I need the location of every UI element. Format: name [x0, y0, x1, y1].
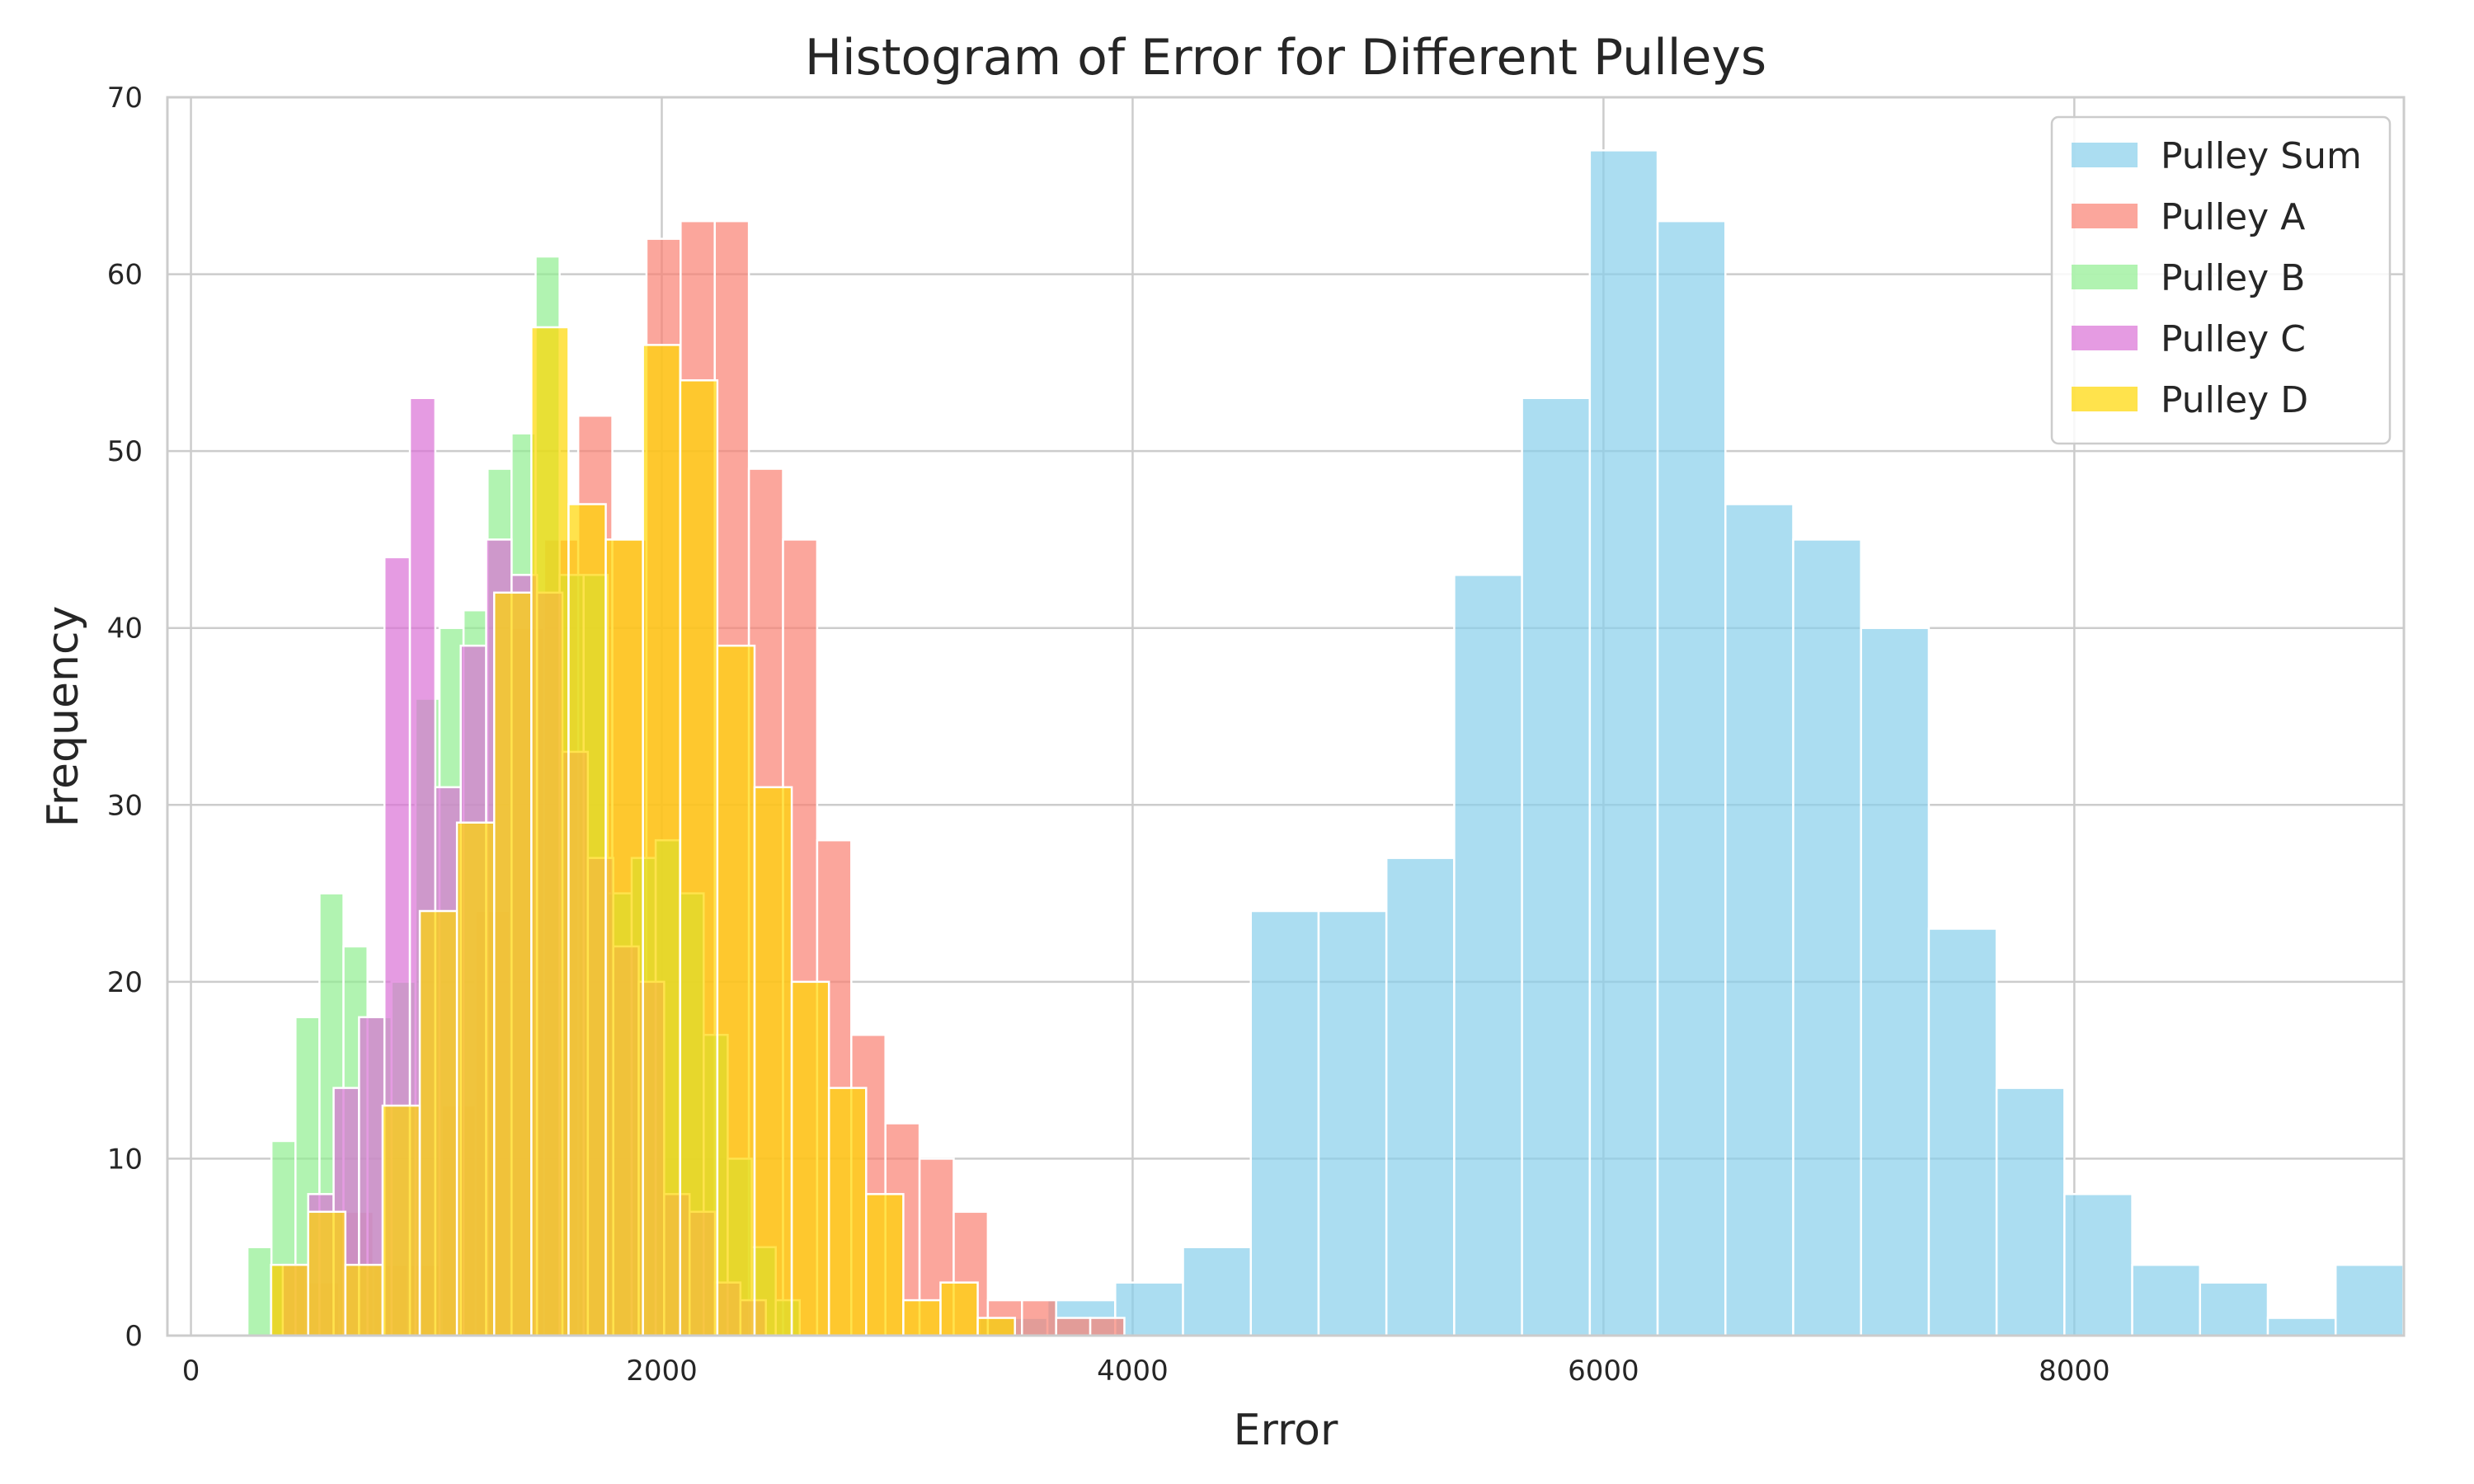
- legend-swatch-2: [2072, 265, 2138, 289]
- bar-series-4-bin-18: [939, 1281, 979, 1337]
- bar-series-1-bin-22: [1021, 1298, 1057, 1337]
- y-tick-label-7: 70: [107, 82, 143, 115]
- bar-series-0-bin-16: [2063, 1193, 2133, 1337]
- bar-series-0-bin-4: [1249, 909, 1320, 1337]
- bar-series-4-bin-5: [455, 821, 496, 1337]
- x-axis-label: Error: [1234, 1406, 1338, 1455]
- y-tick-label-2: 20: [107, 966, 143, 999]
- bar-series-4-bin-10: [642, 344, 682, 1337]
- legend-swatch-1: [2072, 204, 2138, 228]
- bar-series-0-bin-2: [1114, 1281, 1184, 1337]
- bar-series-1-bin-23: [1055, 1317, 1092, 1337]
- bar-series-0-bin-8: [1521, 397, 1592, 1337]
- bar-series-4-bin-4: [418, 909, 459, 1337]
- bar-series-0-bin-12: [1792, 538, 1862, 1337]
- bar-series-2-bin-0: [246, 1246, 273, 1337]
- y-tick-label-0: 0: [125, 1320, 143, 1353]
- legend-swatch-3: [2072, 326, 2138, 350]
- chart-title: Histogram of Error for Different Pulleys: [805, 29, 1766, 87]
- legend-label-0: Pulley Sum: [2161, 135, 2362, 177]
- bar-series-4-bin-2: [344, 1263, 384, 1337]
- bar-series-4-bin-12: [716, 644, 756, 1337]
- bar-series-0-bin-9: [1588, 149, 1659, 1337]
- x-tick-label-2: 4000: [1097, 1355, 1169, 1388]
- ticks-layer: 0 2000 4000 6000 8000 0 10 20 30 40 50 60 70: [107, 82, 2110, 1388]
- x-tick-label-1: 2000: [626, 1355, 698, 1388]
- bar-series-0-bin-11: [1724, 503, 1794, 1337]
- x-tick-label-3: 6000: [1568, 1355, 1639, 1388]
- bar-series-0-bin-10: [1656, 219, 1727, 1337]
- bar-series-0-bin-7: [1453, 574, 1523, 1337]
- bar-series-0-bin-3: [1182, 1246, 1252, 1337]
- y-tick-label-1: 10: [107, 1143, 143, 1176]
- bar-series-4-bin-0: [270, 1263, 309, 1337]
- bar-series-4-bin-6: [492, 591, 533, 1337]
- plot-frame: [166, 96, 2406, 1337]
- bar-series-4-bin-16: [865, 1193, 905, 1337]
- bar-series-0-bin-14: [1927, 928, 1998, 1337]
- y-tick-label-6: 60: [107, 259, 143, 292]
- legend-label-2: Pulley B: [2161, 257, 2305, 299]
- y-tick-label-3: 30: [107, 789, 143, 822]
- series-0: [978, 149, 2405, 1337]
- bar-series-4-bin-7: [530, 326, 570, 1337]
- bar-series-0-bin-15: [1995, 1087, 2066, 1337]
- legend-box: [2050, 115, 2392, 445]
- legend-swatch-0: [2072, 143, 2138, 167]
- x-tick-label-0: 0: [182, 1355, 200, 1388]
- bar-series-4-bin-19: [976, 1317, 1016, 1337]
- legend: Pulley Sum Pulley A Pulley B Pulley C Pulley…: [2050, 115, 2392, 445]
- bar-series-4-bin-14: [790, 980, 830, 1337]
- bar-series-4-bin-15: [827, 1087, 868, 1337]
- bar-series-4-bin-3: [381, 1104, 421, 1337]
- bar-series-0-bin-20: [2334, 1263, 2405, 1337]
- legend-label-3: Pulley C: [2161, 318, 2306, 360]
- bar-series-0-bin-17: [2131, 1263, 2202, 1337]
- y-axis-label: Frequency: [39, 606, 88, 828]
- bar-series-0-bin-13: [1860, 627, 1931, 1337]
- series-4: [270, 326, 1016, 1337]
- bar-series-4-bin-8: [567, 503, 607, 1337]
- bar-series-4-bin-17: [902, 1298, 942, 1337]
- bar-series-0-bin-5: [1317, 909, 1388, 1337]
- x-tick-label-4: 8000: [2039, 1355, 2110, 1388]
- bar-series-4-bin-9: [604, 538, 644, 1337]
- bar-series-4-bin-13: [753, 786, 793, 1337]
- bar-series-0-bin-18: [2199, 1281, 2269, 1337]
- y-tick-label-4: 40: [107, 613, 143, 646]
- bar-series-0-bin-19: [2266, 1317, 2337, 1337]
- bar-series-4-bin-11: [679, 379, 719, 1337]
- bar-series-0-bin-6: [1385, 857, 1456, 1337]
- bar-series-4-bin-1: [307, 1210, 347, 1337]
- legend-swatch-4: [2072, 387, 2138, 411]
- bar-series-1-bin-24: [1089, 1317, 1126, 1337]
- legend-label-1: Pulley A: [2161, 196, 2305, 238]
- legend-label-4: Pulley D: [2161, 379, 2308, 421]
- y-tick-label-5: 50: [107, 435, 143, 468]
